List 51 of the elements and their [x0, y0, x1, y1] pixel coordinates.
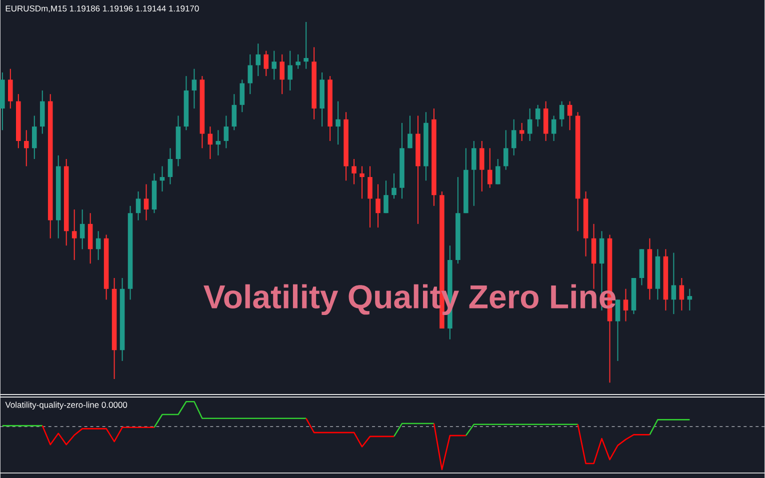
- candlestick: [408, 114, 412, 148]
- candlestick: [224, 114, 229, 148]
- candlestick: [256, 42, 261, 76]
- candlestick: [288, 50, 292, 91]
- candlestick: [272, 50, 277, 80]
- candlestick: [567, 100, 572, 130]
- candlestick: [480, 140, 484, 192]
- candlestick: [368, 165, 372, 228]
- candlestick: [559, 100, 564, 127]
- candlestick: [240, 78, 245, 112]
- candlestick: [535, 104, 540, 127]
- chart-title: Volatility-quality-zero-line 0.0000: [5, 401, 128, 410]
- candlestick: [144, 184, 149, 221]
- candlestick: [623, 288, 628, 322]
- candlestick: [511, 118, 516, 156]
- candlestick: [192, 68, 197, 109]
- candlestick: [8, 68, 13, 109]
- candlestick: [160, 165, 165, 192]
- candlestick: [208, 126, 213, 160]
- candlestick: [304, 21, 308, 70]
- candlestick: [264, 50, 269, 76]
- candlestick: [296, 54, 300, 70]
- candlestick: [384, 180, 388, 214]
- candlestick: [671, 252, 676, 314]
- candlestick: [336, 100, 340, 145]
- candlestick: [248, 54, 253, 94]
- candlestick: [72, 208, 77, 260]
- candlestick: [280, 54, 285, 94]
- candlestick: [687, 288, 692, 311]
- candlestick: [216, 129, 221, 156]
- candlestick: [352, 158, 356, 185]
- candlestick: [487, 147, 492, 188]
- candlestick: [376, 184, 380, 228]
- candlestick: [96, 230, 101, 260]
- candlestick: [80, 208, 85, 250]
- candlestick: [615, 298, 620, 362]
- candlestick: [24, 129, 29, 166]
- candlestick: [519, 122, 524, 142]
- candlestick: [232, 93, 237, 130]
- chart-title: EURUSDm,M15 1.19186 1.19196 1.19144 1.19170: [6, 5, 199, 12]
- candlestick: [551, 114, 556, 142]
- candlestick: [392, 172, 396, 199]
- candlestick: [679, 277, 684, 311]
- candlestick: [32, 114, 37, 160]
- candlestick: [495, 158, 500, 185]
- candlestick: [136, 190, 141, 221]
- candlestick: [503, 129, 508, 170]
- candlestick: [472, 140, 476, 206]
- candlestick: [527, 108, 532, 142]
- candlestick: [168, 147, 173, 185]
- candlestick: [360, 165, 364, 199]
